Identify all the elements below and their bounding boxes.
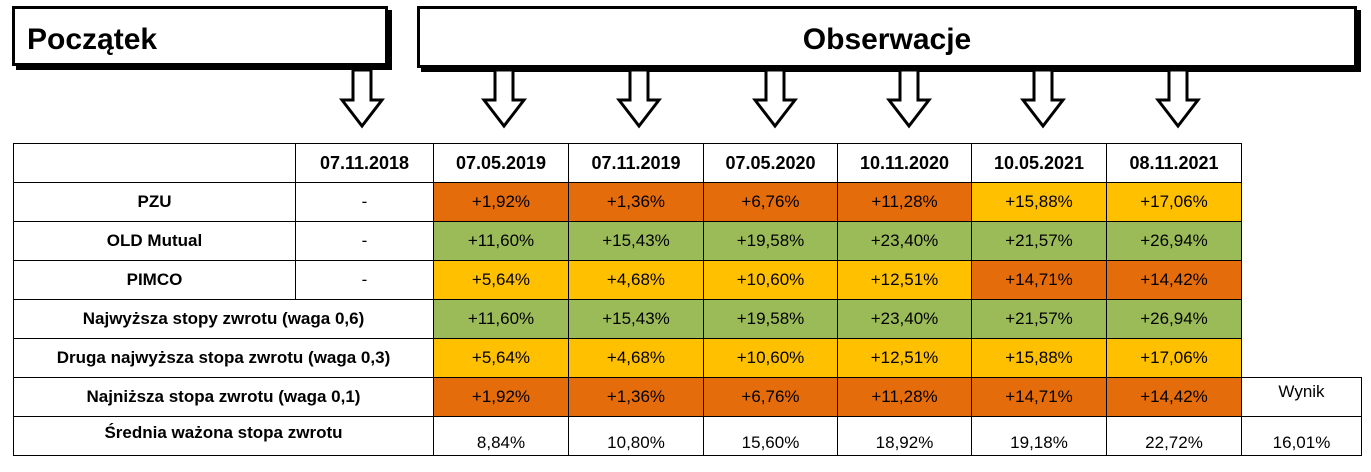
arrow-down-icon [615, 68, 663, 130]
row-label: Najniższa stopa zwrotu (waga 0,1) [13, 377, 434, 417]
result-header: Wynik [1241, 377, 1362, 417]
table-row: PZU - +1,92% +1,36% +6,76% +11,28% +15,88% +17,… [13, 182, 1362, 222]
table-row: Druga najwyższa stopa zwrotu (waga 0,3) +… [13, 338, 1362, 378]
table-row: Najwyższa stopy zwrotu (waga 0,6) +11,60%… [13, 299, 1362, 339]
value-cell: +14,71% [971, 377, 1107, 417]
arrow-down-icon [338, 68, 386, 130]
value-cell: +11,60% [433, 299, 569, 339]
date-header: 07.11.2018 [295, 143, 434, 183]
value-cell: +17,06% [1106, 338, 1242, 378]
weighted-value: 22,72% [1106, 416, 1242, 456]
table-row: Najniższa stopa zwrotu (waga 0,1) +1,92% +… [13, 377, 1362, 417]
value-cell: +23,40% [837, 221, 972, 261]
corner-cell [13, 143, 296, 183]
start-header-label: Początek [27, 23, 158, 56]
weighted-value: 10,80% [568, 416, 704, 456]
value-cell: +19,58% [703, 299, 838, 339]
value-cell: +11,60% [433, 221, 569, 261]
weighted-value: 15,60% [703, 416, 838, 456]
value-cell: +23,40% [837, 299, 972, 339]
value-cell: +6,76% [703, 377, 838, 417]
row-label: PIMCO [13, 260, 296, 300]
observations-header: Obserwacje [417, 6, 1357, 68]
date-header: 10.05.2021 [971, 143, 1107, 183]
value-cell: +14,42% [1106, 260, 1242, 300]
value-cell: +5,64% [433, 338, 569, 378]
weighted-value: 18,92% [837, 416, 972, 456]
weighted-row: Średnia ważona stopa zwrotu 8,84% 10,80% 15… [13, 416, 1362, 456]
row-label: Druga najwyższa stopa zwrotu (waga 0,3) [13, 338, 434, 378]
value-cell: - [295, 221, 434, 261]
value-cell: +5,64% [433, 260, 569, 300]
value-cell: +15,43% [568, 299, 704, 339]
value-cell: +12,51% [837, 338, 972, 378]
value-cell: +4,68% [568, 338, 704, 378]
date-header: 07.05.2020 [703, 143, 838, 183]
value-cell: - [295, 260, 434, 300]
date-header: 08.11.2021 [1106, 143, 1242, 183]
table-row: OLD Mutual - +11,60% +15,43% +19,58% +23,40% +… [13, 221, 1362, 261]
date-header: 07.11.2019 [568, 143, 704, 183]
value-cell: +11,28% [837, 182, 972, 222]
value-cell: +1,92% [433, 377, 569, 417]
value-cell: +15,88% [971, 338, 1107, 378]
value-cell: +19,58% [703, 221, 838, 261]
weighted-label: Średnia ważona stopa zwrotu [13, 416, 434, 456]
value-cell: +1,36% [568, 182, 704, 222]
value-cell: +4,68% [568, 260, 704, 300]
value-cell: +14,71% [971, 260, 1107, 300]
weighted-value: 19,18% [971, 416, 1107, 456]
arrow-down-icon [1154, 68, 1202, 130]
table-row: PIMCO - +5,64% +4,68% +10,60% +12,51% +14,71% +… [13, 260, 1362, 300]
arrow-down-icon [885, 68, 933, 130]
value-cell: +12,51% [837, 260, 972, 300]
date-header: 10.11.2020 [837, 143, 972, 183]
value-cell: +15,43% [568, 221, 704, 261]
returns-table: 07.11.2018 07.05.2019 07.11.2019 07.05.2… [13, 143, 1362, 456]
value-cell: +26,94% [1106, 221, 1242, 261]
arrow-down-icon [751, 68, 799, 130]
value-cell: +21,57% [971, 299, 1107, 339]
result-value: 16,01% [1241, 416, 1362, 456]
header-row: 07.11.2018 07.05.2019 07.11.2019 07.05.2… [13, 143, 1362, 183]
value-cell: +1,92% [433, 182, 569, 222]
value-cell: +1,36% [568, 377, 704, 417]
row-label: PZU [13, 182, 296, 222]
row-label: OLD Mutual [13, 221, 296, 261]
weighted-value: 8,84% [433, 416, 569, 456]
arrow-down-icon [480, 68, 528, 130]
value-cell: +10,60% [703, 260, 838, 300]
observations-header-label: Obserwacje [802, 23, 972, 56]
arrow-down-icon [1019, 68, 1067, 130]
value-cell: +6,76% [703, 182, 838, 222]
row-label: Najwyższa stopy zwrotu (waga 0,6) [13, 299, 434, 339]
value-cell: +17,06% [1106, 182, 1242, 222]
value-cell: - [295, 182, 434, 222]
date-header: 07.05.2019 [433, 143, 569, 183]
value-cell: +14,42% [1106, 377, 1242, 417]
value-cell: +10,60% [703, 338, 838, 378]
value-cell: +15,88% [971, 182, 1107, 222]
start-header: Początek [12, 6, 388, 66]
value-cell: +11,28% [837, 377, 972, 417]
value-cell: +21,57% [971, 221, 1107, 261]
value-cell: +26,94% [1106, 299, 1242, 339]
